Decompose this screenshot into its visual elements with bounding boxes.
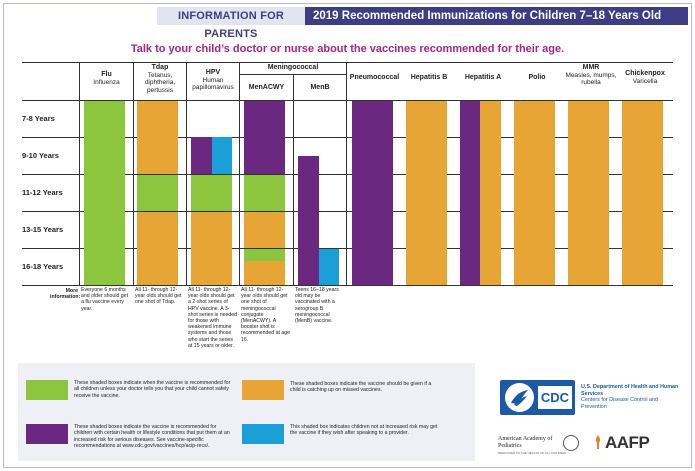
row-label-11-12: 11-12 Years xyxy=(22,188,63,197)
col-header-menacwy: MenACWY xyxy=(248,84,285,91)
flu-all-ages-bar xyxy=(84,101,125,285)
cdc-subtitle: Centers for Disease Control and Preventi… xyxy=(581,397,659,410)
note-menacwy: All 11- through 12-year olds should get … xyxy=(241,287,291,343)
header-label: INFORMATION FOR PARENTS xyxy=(157,7,305,40)
legend-swatch-purple xyxy=(26,424,68,444)
page-frame xyxy=(3,3,692,468)
hepa-catchup-bar xyxy=(480,101,501,285)
note-tdap: All 11- through 12-year olds should get … xyxy=(135,287,182,306)
hpv-optional-bar xyxy=(212,137,232,174)
cdc-wordmark: CDC xyxy=(538,386,572,409)
polio-catchup-bar xyxy=(514,101,555,285)
legend-swatch-green xyxy=(26,380,68,400)
hpv-catchup-bar xyxy=(191,212,232,285)
col-divider xyxy=(79,62,80,285)
menb-optional-bar xyxy=(319,249,339,285)
note-flu: Everyone 6 months and older should get a… xyxy=(81,287,129,312)
grid-row-line xyxy=(22,137,673,138)
group-divider xyxy=(240,74,346,75)
menacwy-booster-bar xyxy=(244,249,285,261)
aap-seal-icon xyxy=(563,435,579,451)
col-header-chickenpox: Chickenpox Varicella xyxy=(625,70,665,85)
tdap-catchup-bar xyxy=(137,101,178,174)
legend-swatch-blue xyxy=(242,424,284,444)
legend-panel xyxy=(18,363,475,461)
menacwy-catchup-bar xyxy=(244,212,285,248)
col-divider xyxy=(346,62,347,285)
grid-row-line xyxy=(22,211,673,212)
grid-header-line xyxy=(22,100,673,101)
col-divider xyxy=(239,62,240,285)
menacwy-recommended-bar xyxy=(244,175,285,211)
aafp-torch-icon xyxy=(595,435,601,449)
row-label-7-8: 7-8 Years xyxy=(22,114,55,123)
col-header-tdap: Tdap Tetanus, diphtheria, pertussis xyxy=(144,64,176,94)
col-divider xyxy=(293,74,294,285)
grid-top-line xyxy=(22,62,673,63)
aap-name: American Academy of Pediatrics xyxy=(498,436,553,449)
col-header-mmr: MMR Measles, mumps, rubella xyxy=(565,64,617,86)
tagline: Talk to your child’s doctor or nurse abo… xyxy=(130,43,565,55)
legend-text-blue: This shaded box indicates children not a… xyxy=(290,424,438,437)
aap-tagline: DEDICATED TO THE HEALTH OF ALL CHILDREN xyxy=(498,451,567,455)
tdap-recommended-bar xyxy=(137,175,178,211)
grid-row-line xyxy=(22,174,673,175)
pneumococcal-risk-bar xyxy=(352,101,393,285)
hpv-risk-bar xyxy=(191,137,212,174)
hhs-title: U.S. Department of Health and Human Serv… xyxy=(581,384,679,397)
legend-text-orange: These shaded boxes indicate the vaccine … xyxy=(290,381,432,394)
col-header-pneumococcal: Pneumococcal xyxy=(349,74,400,81)
mmr-catchup-bar xyxy=(568,101,609,285)
col-header-hpv: HPV Human papillomavirus xyxy=(192,69,234,91)
page-title: 2019 Recommended Immunizations for Child… xyxy=(305,7,688,25)
hepb-catchup-bar xyxy=(406,101,447,285)
col-divider xyxy=(186,62,187,285)
grid-bottom-line xyxy=(22,285,673,286)
hepa-risk-bar xyxy=(460,101,480,285)
chickenpox-catchup-bar xyxy=(622,101,663,285)
menacwy-risk-bar xyxy=(244,101,285,174)
row-label-9-10: 9-10 Years xyxy=(22,151,59,160)
tdap-catchup-teen-bar xyxy=(137,212,178,285)
row-label-16-18: 16-18 Years xyxy=(22,262,64,271)
col-header-menb: MenB xyxy=(310,84,330,91)
menb-risk-bar xyxy=(298,156,319,285)
col-header-hepa: Hepatitis A xyxy=(464,74,502,81)
row-label-13-15: 13-15 Years xyxy=(22,225,64,234)
legend-swatch-orange xyxy=(242,380,284,400)
col-divider xyxy=(133,62,134,285)
legend-text-purple: These shaded boxes indicate the vaccine … xyxy=(74,424,230,450)
hpv-recommended-bar xyxy=(191,175,232,211)
note-menb: Teens 16–18 years old may be vaccinated … xyxy=(295,287,339,325)
note-hpv: All 11- through 12-year olds should get … xyxy=(188,287,238,349)
col-header-polio: Polio xyxy=(528,74,546,81)
aafp-wordmark: AAFP xyxy=(605,433,650,452)
legend-text-green: These shaded boxes indicate when the vac… xyxy=(74,380,231,399)
more-info-label: More information: xyxy=(50,288,81,301)
col-header-flu: Flu Influenza xyxy=(93,71,120,86)
group-header-meningococcal: Meningococcal xyxy=(267,64,319,71)
menacwy-booster-catchup-bar xyxy=(244,261,285,285)
col-header-hepb: Hepatitis B xyxy=(410,74,448,81)
hhs-eagle-icon xyxy=(505,383,534,412)
grid-row-line xyxy=(22,248,673,249)
